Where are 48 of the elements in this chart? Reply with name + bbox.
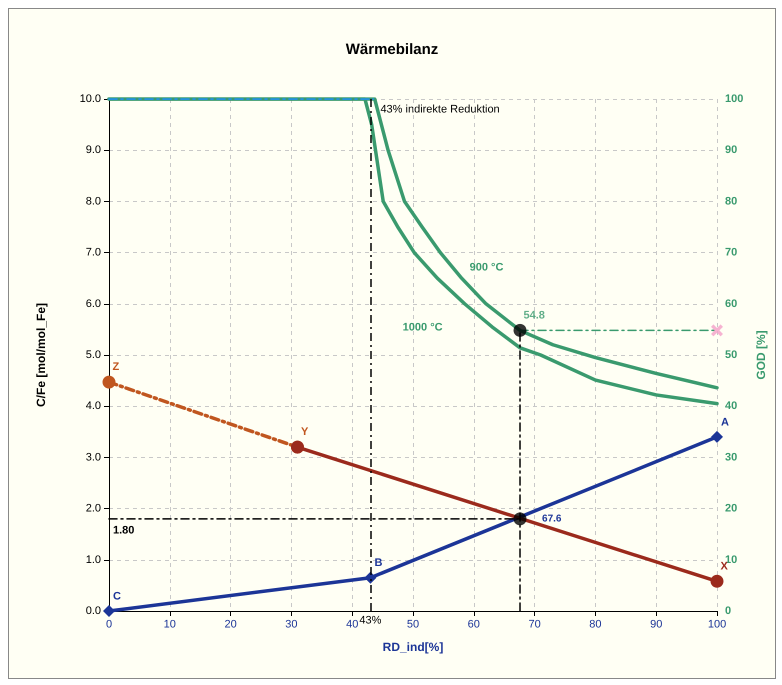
y-tick-label: 1.0 <box>86 554 101 566</box>
data-label: B <box>374 557 382 570</box>
x-tick-label: 40 <box>346 618 358 630</box>
y2-tick-label: 40 <box>725 400 738 412</box>
y2-tick-label: 80 <box>725 195 738 208</box>
annotation: 67.6 <box>542 513 562 524</box>
data-label: Y <box>300 426 309 438</box>
y2-tick-label: 90 <box>725 144 738 156</box>
data-label: Z <box>112 361 120 374</box>
y-tick-label: 9.0 <box>86 144 101 156</box>
x-tick-label: 80 <box>589 618 602 630</box>
y2-tick-label: 70 <box>725 246 738 259</box>
y-tick-label: 0.0 <box>86 605 101 617</box>
annotation: 43% indirekte Reduktion <box>380 104 500 116</box>
x-tick-label: 60 <box>468 618 480 630</box>
data-label: 1.80 <box>113 524 134 536</box>
data-label: C <box>113 590 121 602</box>
text: 1000 °C <box>402 321 443 334</box>
y-axis-title: C/Fe [mol/mol_Fe] <box>34 302 48 408</box>
chart-title: Wärmebilanz <box>346 41 438 58</box>
x-tick-label: 10 <box>164 618 176 630</box>
y-tick-label: 3.0 <box>86 451 101 464</box>
y2-tick-label: 0 <box>725 605 732 617</box>
y-tick-label: 2.0 <box>86 502 101 515</box>
y-tick-label: 4.0 <box>86 400 101 412</box>
y-tick-label: 5.0 <box>86 349 101 361</box>
data-label: A <box>721 416 729 428</box>
y-tick-label: 7.0 <box>86 246 101 259</box>
y-tick-label: 6.0 <box>86 298 101 310</box>
y2-axis-title: GOD [%] <box>754 330 768 380</box>
y2-tick-label: 50 <box>725 349 738 361</box>
x-tick-label: 70 <box>528 618 541 630</box>
x-tick-label: 20 <box>224 618 237 630</box>
y-tick-label: 8.0 <box>86 195 101 208</box>
y2-tick-label: 100 <box>725 93 744 105</box>
x-tick-label: 100 <box>708 618 726 630</box>
x-axis-title: RD_ind[%] <box>382 640 444 654</box>
x-tick-label: 0 <box>106 618 112 630</box>
y2-tick-label: 60 <box>725 298 738 310</box>
ref-line-label: 43% <box>359 614 382 626</box>
series-label: 900 °C <box>470 262 504 274</box>
x-tick-label: 30 <box>285 618 298 630</box>
x-tick-label: 90 <box>650 618 662 630</box>
y2-tick-label: 20 <box>725 502 738 515</box>
y-tick-label: 10.0 <box>80 93 101 105</box>
x-tick-label: 50 <box>406 618 420 630</box>
y2-tick-label: 30 <box>725 451 738 464</box>
data-label: 54.8 <box>524 309 545 322</box>
